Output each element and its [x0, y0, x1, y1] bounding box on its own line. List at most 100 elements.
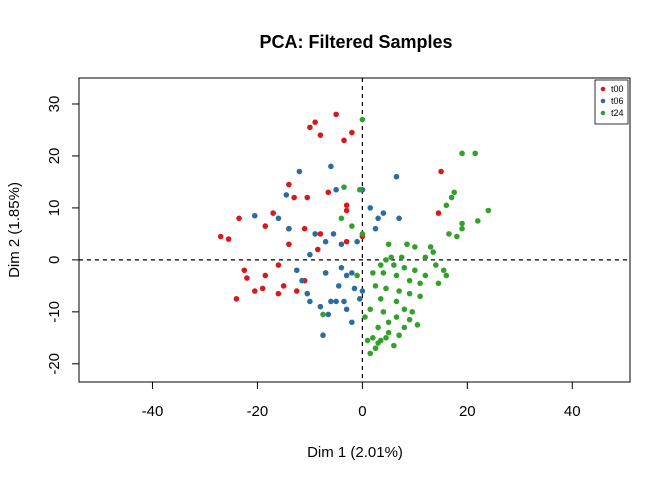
x-tick-label: -40	[142, 403, 164, 420]
data-point-t24	[427, 244, 434, 250]
data-point-t00	[225, 236, 232, 242]
data-point-t06	[356, 296, 363, 302]
data-point-t06	[299, 277, 305, 284]
series-t06	[251, 163, 402, 339]
data-point-t24	[370, 335, 376, 341]
data-point-t00	[270, 210, 276, 216]
data-point-t24	[435, 280, 442, 287]
data-point-t24	[401, 306, 408, 313]
data-point-t24	[372, 345, 379, 352]
data-point-t24	[412, 244, 418, 250]
plot-area-border	[78, 77, 631, 383]
data-point-t00	[343, 238, 350, 245]
data-point-t06	[296, 168, 303, 175]
y-tick-label: 10	[46, 200, 63, 217]
data-points	[217, 111, 492, 357]
x-tick-label: 0	[358, 403, 366, 420]
data-point-t00	[259, 285, 266, 292]
reference-lines	[79, 78, 630, 382]
data-point-t24	[372, 283, 379, 289]
data-point-t24	[430, 249, 437, 255]
data-point-t24	[338, 215, 345, 222]
data-point-t00	[307, 124, 313, 131]
data-point-t06	[322, 270, 329, 276]
data-point-t24	[362, 314, 368, 320]
data-point-t24	[401, 324, 408, 331]
data-point-t06	[359, 288, 366, 294]
data-point-t06	[349, 319, 355, 326]
data-point-t00	[438, 168, 444, 175]
legend-label-t00: t00	[611, 84, 624, 94]
data-point-t24	[364, 337, 371, 344]
data-point-t24	[393, 314, 400, 320]
data-point-t06	[372, 225, 379, 232]
data-point-t06	[343, 306, 350, 313]
data-point-t00	[286, 241, 292, 248]
data-point-t00	[435, 210, 442, 216]
data-point-t24	[454, 233, 460, 240]
data-point-t06	[286, 225, 292, 232]
data-point-t24	[341, 184, 347, 190]
x-axis: -40 -20 0 20 40	[142, 381, 581, 420]
data-point-t24	[356, 186, 363, 193]
data-point-t24	[370, 270, 376, 276]
data-point-t00	[325, 189, 332, 196]
data-point-t24	[391, 262, 397, 268]
data-point-t00	[233, 296, 240, 302]
data-point-t24	[383, 257, 389, 263]
data-point-t06	[328, 298, 334, 305]
data-point-t00	[217, 233, 224, 240]
data-point-t06	[325, 311, 332, 318]
x-tick-label: 40	[564, 403, 581, 420]
data-point-t24	[433, 262, 439, 268]
data-point-t24	[359, 231, 366, 237]
data-point-t24	[377, 262, 384, 268]
data-point-t24	[422, 254, 429, 261]
data-point-t00	[262, 272, 269, 279]
data-point-t00	[275, 262, 282, 268]
data-point-t00	[312, 119, 318, 125]
data-point-t06	[293, 267, 300, 274]
data-point-t00	[236, 215, 242, 222]
data-point-t06	[312, 231, 318, 237]
y-axis: -20 -10 0 10 20 30	[46, 96, 80, 375]
data-point-t06	[251, 212, 258, 219]
data-point-t24	[377, 296, 384, 302]
data-point-t24	[375, 324, 381, 331]
data-point-t00	[301, 225, 308, 232]
data-point-t24	[472, 150, 478, 157]
data-point-t24	[398, 254, 405, 261]
data-point-t06	[328, 163, 334, 170]
data-point-t24	[367, 350, 374, 357]
chart-title: PCA: Filtered Samples	[259, 32, 452, 52]
data-point-t00	[275, 290, 282, 297]
y-tick-label: 0	[46, 256, 63, 264]
data-point-t00	[317, 231, 324, 237]
data-point-t06	[341, 298, 347, 305]
data-point-t00	[317, 132, 324, 138]
data-point-t00	[341, 137, 347, 144]
data-point-t24	[404, 241, 410, 248]
legend-marker-t24	[600, 110, 606, 116]
data-point-t24	[446, 231, 452, 237]
data-point-t24	[440, 267, 447, 274]
data-point-t06	[322, 238, 329, 245]
y-tick-label: -10	[46, 301, 63, 323]
data-point-t06	[338, 241, 345, 248]
data-point-t00	[280, 283, 287, 289]
data-point-t00	[262, 223, 269, 229]
data-point-t00	[314, 246, 321, 253]
data-point-t06	[354, 238, 360, 245]
data-point-t24	[396, 288, 402, 294]
data-point-t24	[385, 329, 392, 336]
data-point-t24	[375, 340, 381, 346]
series-t00	[217, 111, 444, 302]
data-point-t00	[349, 129, 355, 136]
data-point-t06	[375, 215, 381, 222]
data-point-t06	[349, 270, 355, 276]
legend-box	[594, 79, 629, 125]
y-tick-label: -20	[46, 353, 63, 375]
data-point-t24	[412, 267, 418, 274]
legend: t00 t06 t24	[594, 79, 629, 125]
data-point-t00	[291, 194, 297, 201]
